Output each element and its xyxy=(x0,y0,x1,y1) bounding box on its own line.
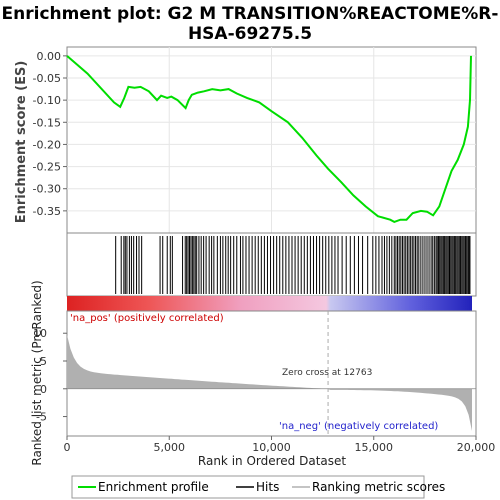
chart-title-line1: Enrichment plot: G2 M TRANSITION%REACTOM… xyxy=(2,4,499,24)
metric-tick-label: 5 xyxy=(40,355,47,368)
x-tick-label: 20,000 xyxy=(457,441,496,454)
hits-panel xyxy=(66,232,477,297)
es-tick-label: -0.25 xyxy=(33,161,61,174)
metric-tick-label: 10 xyxy=(33,327,47,340)
es-tick-label: -0.15 xyxy=(33,116,61,129)
zero-cross-label: Zero cross at 12763 xyxy=(282,368,372,378)
neg-correlated-label: 'na_neg' (negatively correlated) xyxy=(279,421,438,432)
chart-title-line2: HSA-69275.5 xyxy=(188,24,312,44)
legend-hits-label: Hits xyxy=(256,480,279,494)
es-tick-label: 0.00 xyxy=(37,50,62,63)
hit-markers xyxy=(115,236,471,294)
metric-tick-label: 0 xyxy=(40,383,47,396)
x-axis-ticks: 0 5,000 10,000 15,000 20,000 xyxy=(64,436,496,454)
x-tick-label: 0 xyxy=(64,441,71,454)
es-y-ticks: 0.00 -0.05 -0.10 -0.15 -0.20 -0.25 -0.30 -0.35 xyxy=(33,50,67,218)
legend-metric-label: Ranking metric scores xyxy=(312,480,445,494)
es-tick-label: -0.20 xyxy=(33,138,61,151)
metric-y-axis-label: Ranked list metric (PreRanked) xyxy=(30,280,44,465)
es-tick-label: -0.10 xyxy=(33,94,61,107)
metric-y-ticks: 10 5 0 -5 xyxy=(33,327,67,424)
es-tick-label: -0.30 xyxy=(33,183,61,196)
rank-color-bar xyxy=(67,296,472,311)
es-gridlines xyxy=(67,47,476,233)
pos-correlated-label: 'na_pos' (positively correlated) xyxy=(70,313,224,324)
enrichment-profile-line xyxy=(66,55,472,223)
x-tick-label: 15,000 xyxy=(355,441,394,454)
ranking-metric-area xyxy=(67,334,472,431)
x-axis-label: Rank in Ordered Dataset xyxy=(198,454,346,468)
metric-panel xyxy=(66,310,477,437)
es-tick-label: -0.05 xyxy=(33,72,61,85)
x-tick-label: 10,000 xyxy=(252,441,291,454)
metric-tick-label: -5 xyxy=(36,411,47,424)
legend-profile-label: Enrichment profile xyxy=(98,480,209,494)
es-tick-label: -0.35 xyxy=(33,205,61,218)
es-y-axis-label: Enrichment score (ES) xyxy=(14,61,29,224)
x-tick-label: 5,000 xyxy=(154,441,186,454)
